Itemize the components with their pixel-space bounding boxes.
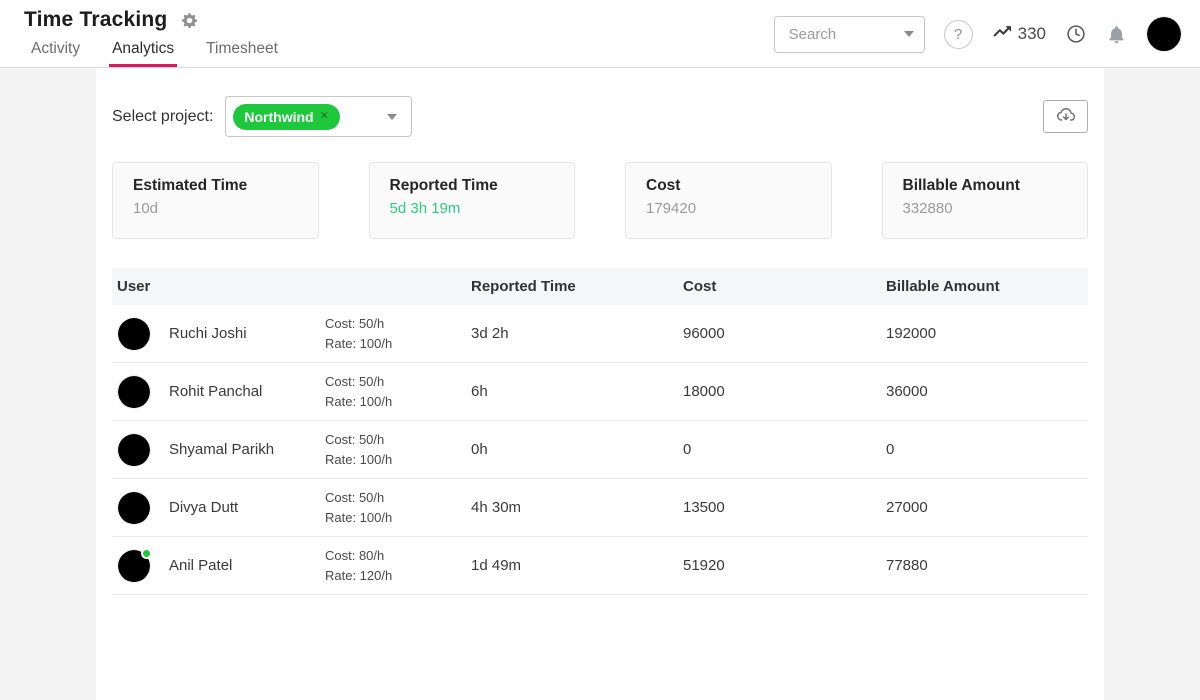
column-header-billable-amount[interactable]: Billable Amount	[886, 278, 1000, 295]
user-bill-rate: Rate: 100/h	[325, 393, 393, 409]
users-table: User Reported Time Cost Billable Amount …	[112, 268, 1088, 595]
tab-analytics[interactable]: Analytics	[109, 40, 178, 67]
cost-value: 13500	[683, 499, 725, 516]
summary-cards: Estimated Time 10d Reported Time 5d 3h 1…	[112, 162, 1088, 239]
table-row: Divya Dutt Cost: 50/h Rate: 100/h 4h 30m…	[112, 479, 1088, 537]
tab-bar: Activity Analytics Timesheet	[28, 40, 281, 67]
card-billable-amount: Billable Amount 332880	[881, 162, 1088, 239]
card-title: Estimated Time	[133, 177, 248, 194]
user-avatar	[117, 316, 151, 351]
user-avatar	[117, 374, 151, 409]
project-tag-label: Northwind	[244, 108, 314, 125]
search-combobox[interactable]	[773, 15, 925, 53]
cost-value: 96000	[683, 325, 725, 342]
gear-icon[interactable]	[181, 12, 198, 29]
user-bill-rate: Rate: 120/h	[325, 567, 393, 583]
cost-value: 18000	[683, 383, 725, 400]
analytics-panel: Select project: Northwind ✕	[96, 68, 1104, 700]
card-estimated-time: Estimated Time 10d	[112, 162, 319, 239]
tab-timesheet[interactable]: Timesheet	[206, 40, 278, 57]
help-icon[interactable]: ?	[943, 19, 973, 49]
card-reported-time: Reported Time 5d 3h 19m	[368, 162, 575, 239]
user-cost-rate: Cost: 50/h	[325, 373, 385, 389]
billable-amount-value: 0	[886, 441, 895, 458]
card-value: 179420	[646, 200, 697, 217]
user-bill-rate: Rate: 100/h	[325, 509, 393, 525]
user-bill-rate: Rate: 100/h	[325, 335, 393, 351]
reported-time-value: 6h	[471, 383, 488, 400]
billable-amount-value: 192000	[886, 325, 937, 342]
help-glyph: ?	[953, 25, 963, 43]
user-cost-rate: Cost: 50/h	[325, 431, 385, 447]
reported-time-value: 4h 30m	[471, 499, 522, 516]
page-title: Time Tracking	[24, 8, 168, 31]
reported-time-value: 1d 49m	[471, 557, 522, 574]
user-name: Rohit Panchal	[169, 383, 263, 400]
user-bill-rate: Rate: 100/h	[325, 451, 393, 467]
user-avatar	[117, 432, 151, 467]
project-tag: Northwind ✕	[233, 103, 340, 130]
project-multiselect[interactable]: Northwind ✕	[225, 96, 413, 137]
column-header-user[interactable]: User	[117, 278, 151, 295]
cloud-download-icon	[1055, 104, 1077, 129]
online-status-dot	[141, 547, 152, 559]
user-name: Shyamal Parikh	[169, 441, 275, 458]
table-row: Ruchi Joshi Cost: 50/h Rate: 100/h 3d 2h…	[112, 305, 1088, 363]
user-cost-rate: Cost: 80/h	[325, 547, 385, 563]
card-value: 332880	[902, 200, 953, 217]
card-value: 5d 3h 19m	[389, 200, 461, 217]
chevron-down-icon[interactable]	[387, 113, 398, 120]
tab-activity[interactable]: Activity	[31, 40, 81, 57]
cost-value: 51920	[683, 557, 725, 574]
bell-icon[interactable]	[1106, 24, 1127, 45]
cost-value: 0	[683, 441, 692, 458]
billable-amount-value: 77880	[886, 557, 928, 574]
profile-avatar[interactable]	[1146, 16, 1182, 52]
reported-time-value: 0h	[471, 441, 488, 458]
user-cost-rate: Cost: 50/h	[325, 489, 385, 505]
user-avatar	[117, 490, 151, 525]
search-input[interactable]	[788, 25, 904, 43]
card-title: Cost	[646, 177, 681, 194]
reported-time-value: 3d 2h	[471, 325, 509, 342]
user-name: Anil Patel	[169, 557, 233, 574]
table-row: Shyamal Parikh Cost: 50/h Rate: 100/h 0h…	[112, 421, 1088, 479]
select-project-label: Select project:	[112, 107, 214, 125]
trend-count: 330	[1017, 24, 1046, 43]
card-cost: Cost 179420	[625, 162, 832, 239]
user-name: Ruchi Joshi	[169, 325, 247, 342]
close-icon[interactable]: ✕	[319, 110, 329, 122]
column-header-reported-time[interactable]: Reported Time	[471, 278, 576, 295]
chevron-down-icon[interactable]	[903, 31, 914, 37]
activity-trend-indicator[interactable]: 330	[992, 21, 1046, 47]
table-row: Rohit Panchal Cost: 50/h Rate: 100/h 6h …	[112, 363, 1088, 421]
history-clock-icon[interactable]	[1065, 23, 1087, 45]
card-title: Reported Time	[389, 177, 498, 194]
card-title: Billable Amount	[902, 177, 1020, 194]
user-name: Divya Dutt	[169, 499, 239, 516]
topbar: Time Tracking Activity Analytics Timeshe…	[0, 0, 1200, 68]
card-value: 10d	[133, 200, 159, 217]
table-row: Anil Patel Cost: 80/h Rate: 120/h 1d 49m…	[112, 537, 1088, 595]
user-cost-rate: Cost: 50/h	[325, 315, 385, 331]
user-avatar	[117, 547, 152, 583]
column-header-cost[interactable]: Cost	[683, 278, 717, 295]
table-header-row: User Reported Time Cost Billable Amount	[112, 268, 1088, 305]
billable-amount-value: 27000	[886, 499, 928, 516]
trending-up-icon	[992, 21, 1013, 47]
export-button[interactable]	[1043, 100, 1088, 133]
page-background: Select project: Northwind ✕	[0, 68, 1200, 700]
billable-amount-value: 36000	[886, 383, 928, 400]
